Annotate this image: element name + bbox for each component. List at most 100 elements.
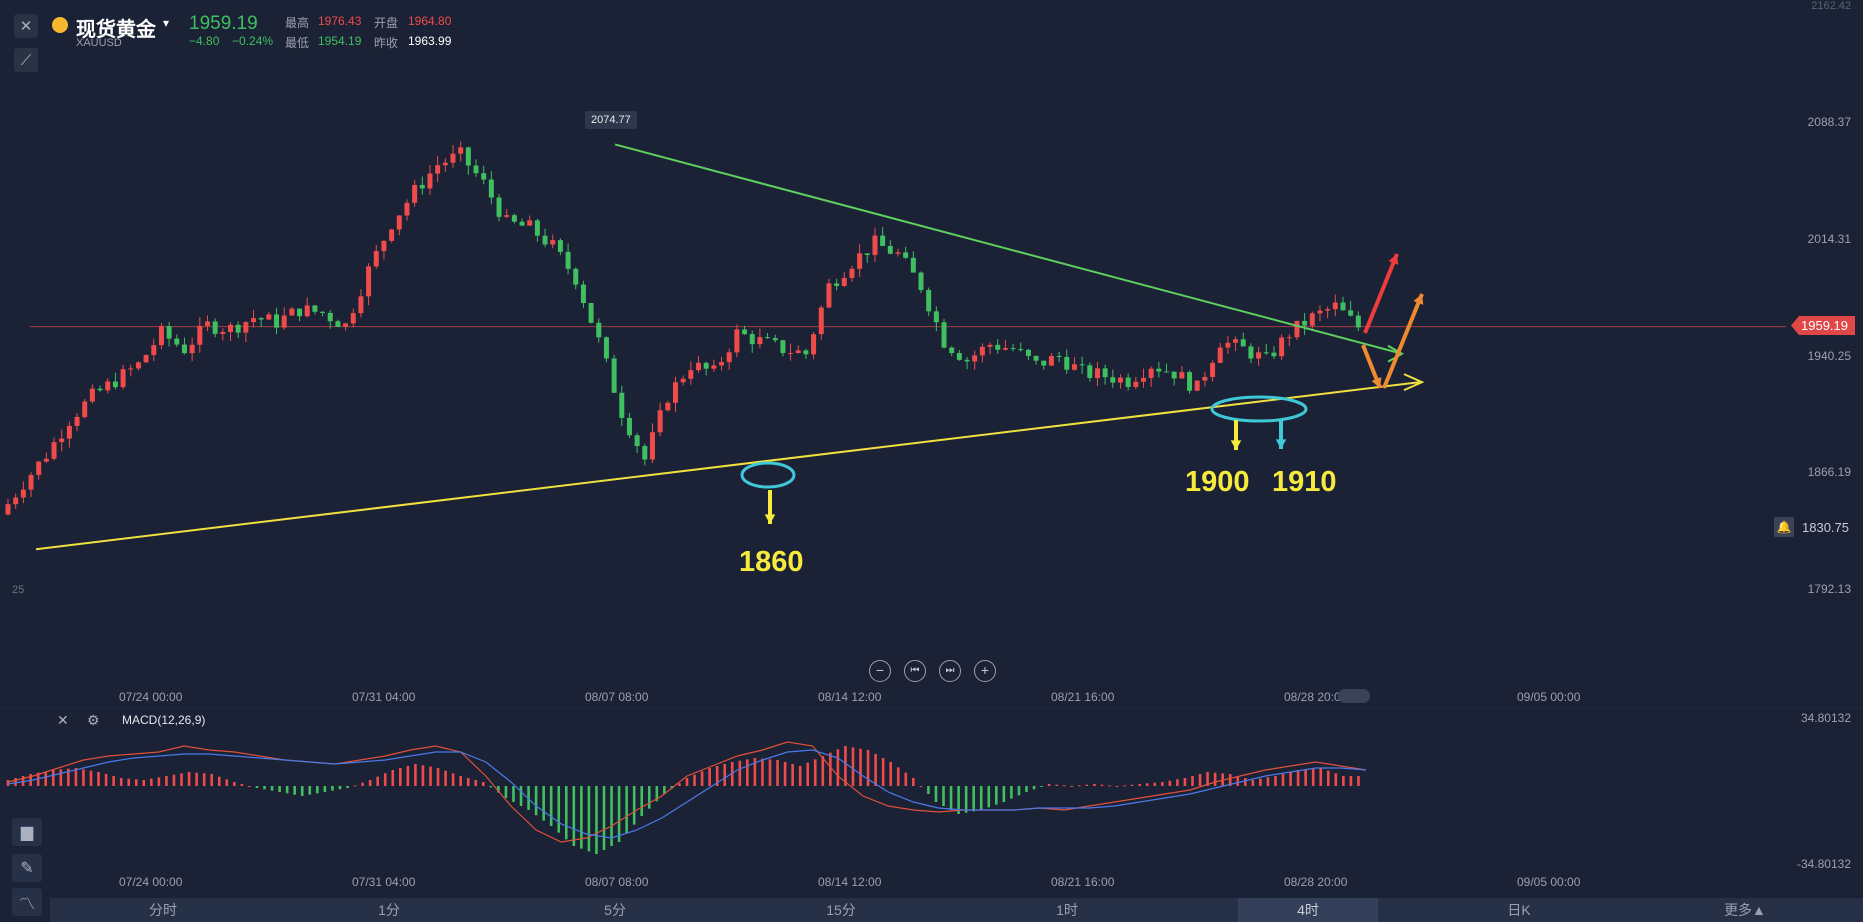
macd-histogram-bar [859, 748, 862, 786]
macd-histogram-bar [482, 782, 485, 786]
tab-5min[interactable]: 5分 [604, 902, 626, 918]
close-button[interactable]: ✕ [14, 14, 38, 38]
candle-body [834, 283, 840, 286]
candle-body [719, 362, 725, 366]
candle-body [757, 337, 763, 345]
macd-histogram-bar [497, 786, 500, 793]
tab-more[interactable]: 更多▲ [1724, 902, 1766, 918]
price-alert[interactable]: 🔔 1830.75 [1774, 517, 1849, 537]
tab-1min[interactable]: 1分 [378, 902, 400, 918]
macd-histogram-bar [1326, 770, 1330, 786]
candle-body [1033, 355, 1039, 361]
macd-histogram-bar [881, 758, 885, 786]
candle-body [174, 338, 180, 345]
macd-histogram-bar [263, 786, 266, 790]
tab-15min[interactable]: 15分 [826, 902, 856, 918]
macd-histogram-bar [1040, 786, 1043, 787]
candle-body [918, 272, 924, 290]
bell-icon[interactable]: 🔔 [1774, 517, 1794, 537]
candle-body [504, 215, 510, 217]
draw-tool-button[interactable]: ⟋ [14, 48, 38, 72]
candle-body [910, 257, 916, 273]
macd-histogram-bar [708, 768, 711, 786]
tab-timeshare[interactable]: 分时 [149, 902, 177, 918]
macd-histogram-bar [647, 786, 651, 809]
tab-4hour[interactable]: 4时 [1238, 898, 1378, 922]
candle-body [519, 221, 525, 226]
macd-histogram-bar [904, 772, 908, 786]
price-axis-tick: 1940.25 [1807, 348, 1851, 363]
macd-histogram-bar [791, 764, 794, 786]
candle-body [1256, 352, 1262, 359]
candle-body [588, 303, 594, 323]
macd-histogram-bar [912, 778, 915, 786]
zoom-out-button[interactable]: − [869, 660, 891, 682]
tab-daily[interactable]: 日K [1507, 902, 1531, 918]
macd-top-value: 34.80132 [1800, 711, 1851, 725]
indicator-close-icon[interactable]: ✕ [57, 712, 69, 728]
candle-body [335, 321, 341, 327]
line-tool-button[interactable]: 〽 [12, 888, 42, 916]
candle-body [212, 321, 218, 334]
macd-histogram-bar [293, 786, 296, 795]
macd-histogram-bar [693, 774, 696, 786]
candle-body [887, 245, 893, 254]
candle-body [680, 378, 686, 383]
price-axis-tick: 2088.37 [1807, 115, 1851, 129]
macd-histogram-bar [512, 786, 515, 802]
macd-histogram-bar [165, 776, 168, 786]
pen-icon: ⟋ [14, 48, 38, 72]
scroll-start-button[interactable]: ⏮ [904, 660, 926, 682]
candle-body [956, 353, 962, 360]
instrument-name[interactable]: 现货黄金 [76, 19, 156, 41]
scroll-indicator[interactable] [1338, 689, 1370, 703]
macd-histogram-bar [104, 774, 108, 786]
candle-body [1279, 337, 1285, 357]
zoom-in-button[interactable]: + [974, 660, 996, 682]
macd-histogram-bar [316, 786, 319, 794]
price-change-pct: −0.24% [232, 34, 274, 48]
arrow-up-red [1363, 253, 1399, 334]
candle-body [634, 435, 640, 447]
candle-body [89, 388, 95, 402]
candle-body [13, 497, 19, 505]
chevron-down-icon[interactable]: ▾ [163, 16, 170, 30]
candle-body [197, 325, 203, 345]
draw-tool-button-2[interactable]: ✎ [12, 854, 42, 882]
macd-histogram-bar [700, 771, 704, 786]
macd-histogram-bar [889, 762, 892, 786]
macd-histogram-bar [813, 759, 817, 786]
indicator-tool-button[interactable]: ▆ [12, 818, 42, 846]
candle-body [297, 308, 303, 317]
macd-histogram-bar [934, 786, 938, 802]
tab-1hour[interactable]: 1时 [1056, 902, 1078, 918]
scroll-end-button[interactable]: ⏭ [939, 660, 961, 682]
candle-body [580, 284, 586, 304]
candle-body [880, 235, 886, 246]
close-icon[interactable]: ✕ [14, 14, 38, 38]
macd-histogram-bar [1236, 776, 1240, 786]
macd-histogram-bar [1228, 774, 1232, 786]
macd-histogram-bar [753, 758, 757, 786]
candle-body [1141, 377, 1147, 382]
candle-body [649, 432, 655, 460]
candle-body [1355, 315, 1361, 328]
candle-body [1156, 368, 1162, 372]
pencil-icon: ✎ [20, 860, 34, 877]
candle-body [488, 179, 494, 198]
arrow-up-red-head [1388, 254, 1399, 265]
macd-histogram-bar [225, 779, 229, 786]
macd-histogram-bar [14, 778, 17, 786]
candle-body [74, 416, 80, 426]
peak-label-value: 2074.77 [591, 114, 631, 126]
candle-body [435, 165, 441, 174]
candle-body [404, 202, 410, 216]
macd-histogram-bar [1266, 777, 1270, 786]
macd-histogram-bar [738, 760, 742, 786]
arrow-up-orange [1382, 293, 1424, 389]
indicator-settings-icon[interactable]: ⚙ [87, 712, 100, 728]
candle-body [366, 266, 372, 297]
candle-body [619, 392, 625, 418]
candle-body [5, 504, 11, 515]
